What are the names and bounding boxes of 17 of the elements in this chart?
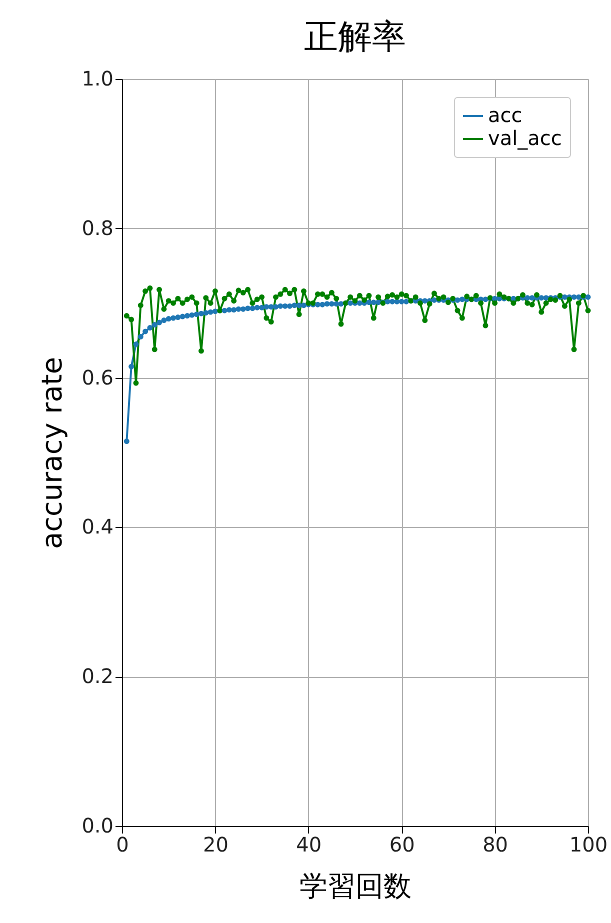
y-tick-label: 0.2 (82, 664, 114, 688)
legend-label: val_acc (488, 126, 562, 150)
x-tick-label: 0 (116, 832, 129, 856)
y-tick-label: 0.0 (82, 814, 114, 838)
y-tick-label: 0.6 (82, 365, 114, 390)
chart-title: 正解率 (304, 17, 406, 57)
y-tick-label: 1.0 (82, 66, 114, 90)
legend-label: acc (488, 103, 522, 127)
y-tick-label: 0.4 (82, 514, 114, 539)
y-axis-title: accuracy rate (36, 356, 69, 550)
y-tick-label: 0.8 (82, 216, 114, 240)
x-tick-label: 40 (296, 832, 322, 856)
x-axis-title: 学習回数 (300, 870, 412, 902)
x-tick-label: 20 (202, 832, 228, 856)
x-tick-label: 60 (389, 832, 415, 856)
x-tick-label: 80 (482, 832, 508, 856)
x-tick-label: 100 (569, 832, 608, 856)
